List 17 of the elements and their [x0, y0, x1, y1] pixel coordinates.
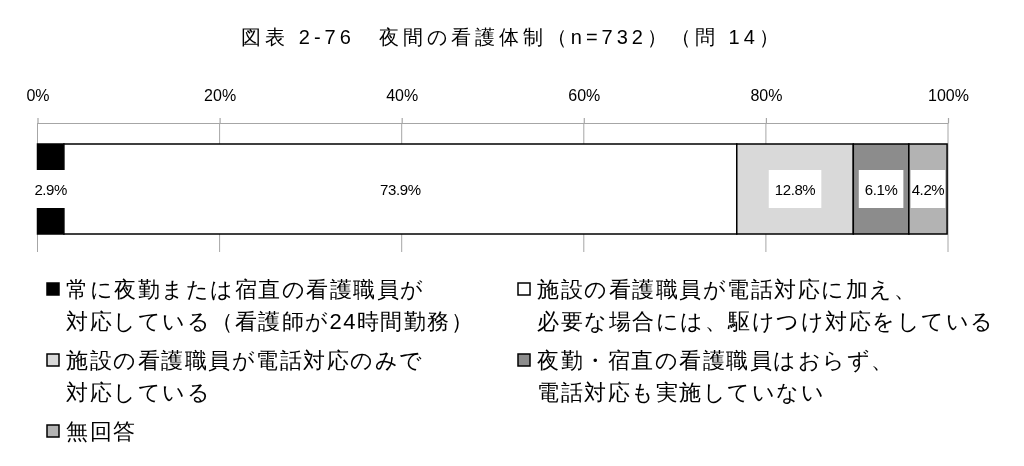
data-label: 73.9%: [380, 180, 421, 198]
x-tick-label: 40%: [386, 86, 419, 104]
legend-label: 夜勤・宿直の看護職員はおらず、電話対応も実施していない: [537, 347, 895, 405]
chart-title: 図表 2-76 夜間の看護体制（n=732）（問 14）: [241, 26, 783, 48]
data-label: 12.8%: [774, 180, 816, 198]
data-label: 4.2%: [911, 180, 945, 198]
x-tick-label: 60%: [568, 86, 601, 104]
x-tick-label: 20%: [204, 86, 237, 104]
data-label: 2.9%: [34, 180, 68, 198]
x-tick-label: 0%: [26, 86, 50, 104]
x-tick-label: 80%: [750, 86, 783, 104]
legend-label: 無回答: [66, 418, 137, 444]
data-label: 6.1%: [864, 180, 898, 198]
x-tick-label: 100%: [928, 86, 969, 104]
legend-label: 施設の看護職員が電話対応に加え、必要な場合には、駆けつけ対応をしている: [537, 276, 995, 334]
legend-label: 常に夜勤または宿直の看護職員が対応している（看護師が24時間勤務）: [66, 276, 475, 334]
legend-label: 施設の看護職員が電話対応のみで対応している: [66, 347, 424, 405]
